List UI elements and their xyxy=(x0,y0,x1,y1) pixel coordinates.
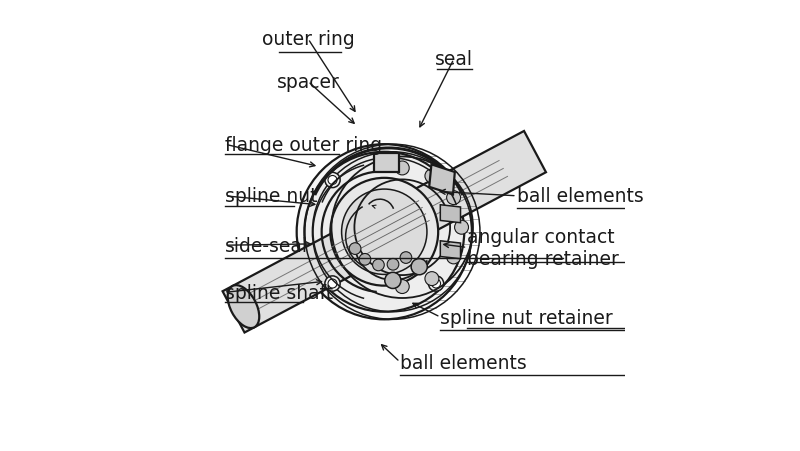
Text: ball elements: ball elements xyxy=(517,187,643,206)
Text: flange outer ring: flange outer ring xyxy=(225,135,382,154)
Text: angular contact
bearing retainer: angular contact bearing retainer xyxy=(467,227,619,268)
Circle shape xyxy=(429,173,444,188)
Circle shape xyxy=(454,221,469,235)
Circle shape xyxy=(342,189,427,275)
Circle shape xyxy=(387,259,399,271)
Circle shape xyxy=(328,280,337,288)
Polygon shape xyxy=(222,132,546,333)
Text: outer ring: outer ring xyxy=(262,30,354,49)
Circle shape xyxy=(446,191,461,205)
Text: spline nut retainer: spline nut retainer xyxy=(441,308,613,327)
Circle shape xyxy=(425,170,439,184)
Ellipse shape xyxy=(228,285,259,328)
Circle shape xyxy=(330,179,438,286)
Circle shape xyxy=(350,243,361,255)
Text: seal: seal xyxy=(435,50,473,69)
Circle shape xyxy=(395,280,410,294)
Circle shape xyxy=(328,176,337,185)
Text: spacer: spacer xyxy=(277,73,339,92)
Bar xyxy=(374,153,399,172)
Circle shape xyxy=(429,276,444,291)
Circle shape xyxy=(411,259,427,275)
Circle shape xyxy=(395,161,410,175)
Circle shape xyxy=(446,250,461,264)
Circle shape xyxy=(297,145,472,320)
Circle shape xyxy=(385,273,401,289)
Circle shape xyxy=(400,252,412,264)
Text: spline nut: spline nut xyxy=(225,187,318,206)
Circle shape xyxy=(325,173,340,188)
Polygon shape xyxy=(440,241,461,259)
Circle shape xyxy=(304,152,464,312)
Circle shape xyxy=(359,254,370,266)
Text: side-seal: side-seal xyxy=(225,236,308,255)
Text: spline shaft: spline shaft xyxy=(225,283,333,302)
Circle shape xyxy=(373,259,384,271)
Circle shape xyxy=(425,272,439,286)
Text: ball elements: ball elements xyxy=(400,353,526,372)
Polygon shape xyxy=(429,165,455,195)
Circle shape xyxy=(325,276,340,291)
Circle shape xyxy=(431,280,441,288)
Polygon shape xyxy=(440,205,461,223)
Circle shape xyxy=(431,176,441,185)
